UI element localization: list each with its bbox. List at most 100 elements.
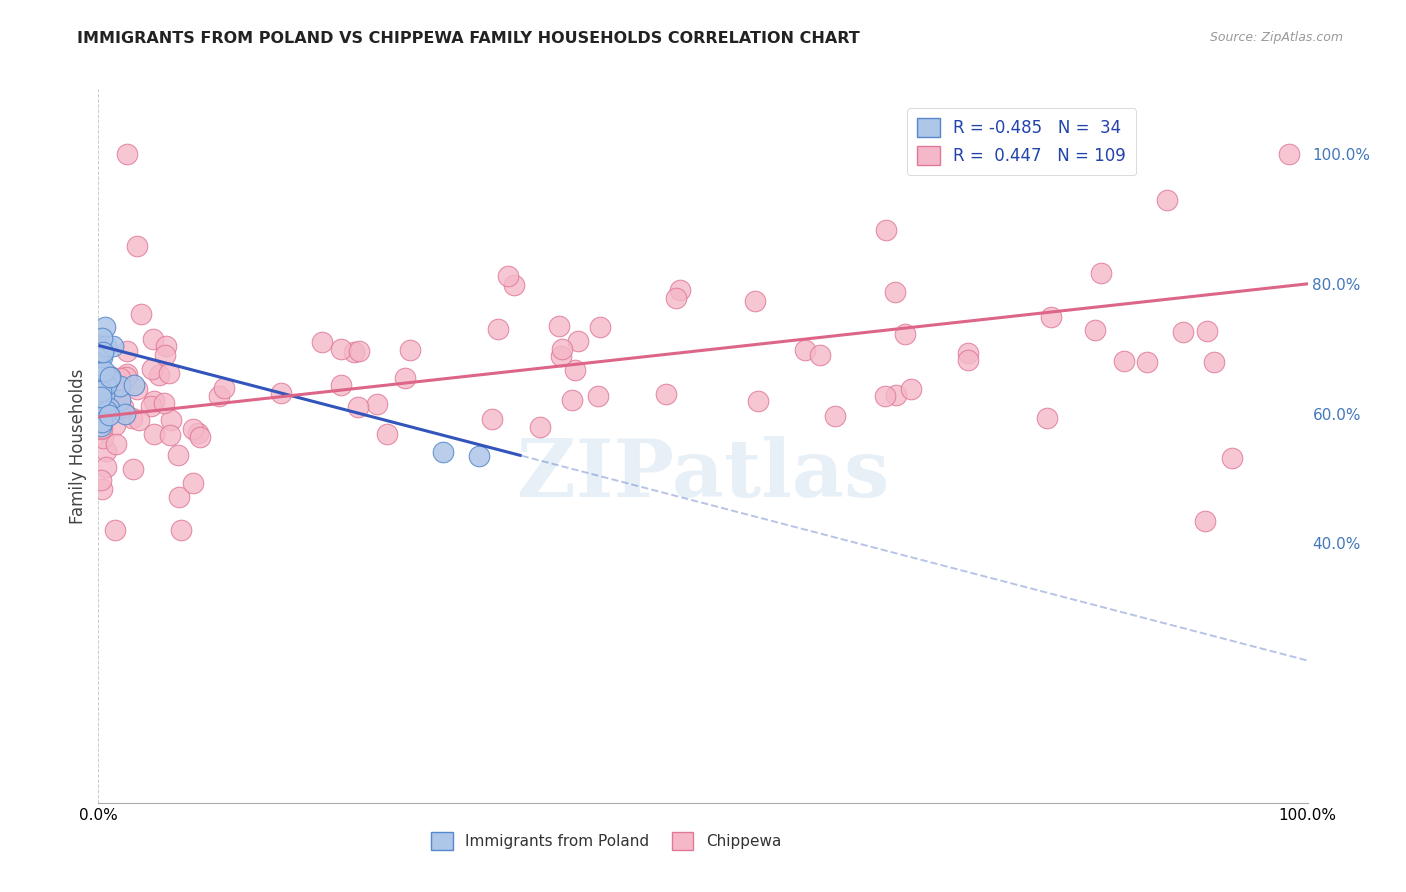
Point	[122, 462, 145, 476]
Point	[115, 370, 138, 384]
Point	[98, 370, 121, 384]
Point	[498, 268, 520, 283]
Point	[366, 397, 388, 411]
Point	[561, 392, 583, 407]
Point	[655, 387, 678, 401]
Point	[167, 490, 190, 504]
Point	[347, 343, 370, 358]
Point	[1136, 355, 1159, 369]
Point	[103, 401, 125, 415]
Point	[93, 387, 115, 401]
Point	[1156, 193, 1178, 207]
Point	[110, 401, 132, 415]
Point	[1195, 324, 1218, 338]
Point	[91, 391, 114, 405]
Point	[529, 419, 551, 434]
Point	[329, 378, 352, 392]
Text: Source: ZipAtlas.com: Source: ZipAtlas.com	[1209, 31, 1343, 45]
Point	[93, 342, 115, 356]
Point	[94, 339, 117, 353]
Point	[956, 353, 979, 368]
Point	[270, 386, 292, 401]
Point	[97, 401, 120, 416]
Point	[794, 343, 817, 357]
Point	[1202, 355, 1225, 369]
Point	[153, 348, 176, 362]
Point	[90, 350, 112, 364]
Point	[110, 378, 132, 392]
Point	[94, 460, 117, 475]
Point	[98, 408, 121, 422]
Point	[89, 417, 111, 432]
Point	[159, 428, 181, 442]
Point	[884, 285, 907, 299]
Point	[141, 399, 163, 413]
Point	[94, 443, 117, 458]
Point	[486, 321, 509, 335]
Point	[142, 394, 165, 409]
Point	[107, 401, 129, 416]
Point	[329, 343, 352, 357]
Point	[214, 381, 236, 395]
Point	[1278, 147, 1301, 161]
Point	[90, 421, 112, 435]
Point	[104, 436, 127, 450]
Point	[468, 449, 491, 463]
Point	[143, 427, 166, 442]
Point	[90, 416, 112, 430]
Point	[98, 369, 121, 384]
Point	[181, 422, 204, 436]
Point	[90, 347, 112, 361]
Point	[90, 384, 112, 399]
Point	[108, 392, 131, 407]
Point	[105, 385, 128, 400]
Point	[108, 371, 131, 385]
Point	[104, 417, 127, 432]
Point	[900, 383, 922, 397]
Point	[107, 384, 129, 399]
Point	[94, 319, 117, 334]
Point	[141, 361, 163, 376]
Point	[90, 473, 112, 487]
Point	[121, 410, 143, 425]
Point	[93, 364, 115, 378]
Point	[127, 239, 149, 253]
Point	[170, 524, 193, 538]
Point	[93, 407, 115, 421]
Point	[188, 429, 211, 443]
Point	[89, 383, 111, 397]
Text: IMMIGRANTS FROM POLAND VS CHIPPEWA FAMILY HOUSEHOLDS CORRELATION CHART: IMMIGRANTS FROM POLAND VS CHIPPEWA FAMIL…	[77, 31, 860, 46]
Point	[115, 343, 138, 358]
Point	[89, 339, 111, 353]
Point	[1220, 450, 1243, 465]
Point	[127, 382, 149, 396]
Point	[93, 368, 115, 382]
Point	[89, 387, 111, 401]
Point	[89, 385, 111, 400]
Point	[547, 319, 569, 334]
Point	[89, 345, 111, 359]
Point	[1090, 266, 1112, 280]
Point	[148, 368, 170, 382]
Point	[311, 334, 333, 349]
Point	[1084, 323, 1107, 337]
Point	[665, 292, 688, 306]
Point	[93, 431, 115, 445]
Point	[90, 406, 112, 420]
Point	[1112, 354, 1135, 368]
Point	[347, 400, 370, 414]
Legend: Immigrants from Poland, Chippewa: Immigrants from Poland, Chippewa	[426, 826, 787, 855]
Point	[567, 334, 589, 348]
Point	[157, 367, 180, 381]
Point	[101, 339, 124, 353]
Point	[873, 389, 896, 403]
Point	[183, 476, 205, 491]
Point	[129, 306, 152, 320]
Point	[98, 372, 121, 386]
Point	[399, 343, 422, 357]
Point	[159, 413, 181, 427]
Point	[550, 342, 572, 356]
Point	[875, 223, 897, 237]
Point	[187, 425, 209, 440]
Point	[744, 294, 766, 309]
